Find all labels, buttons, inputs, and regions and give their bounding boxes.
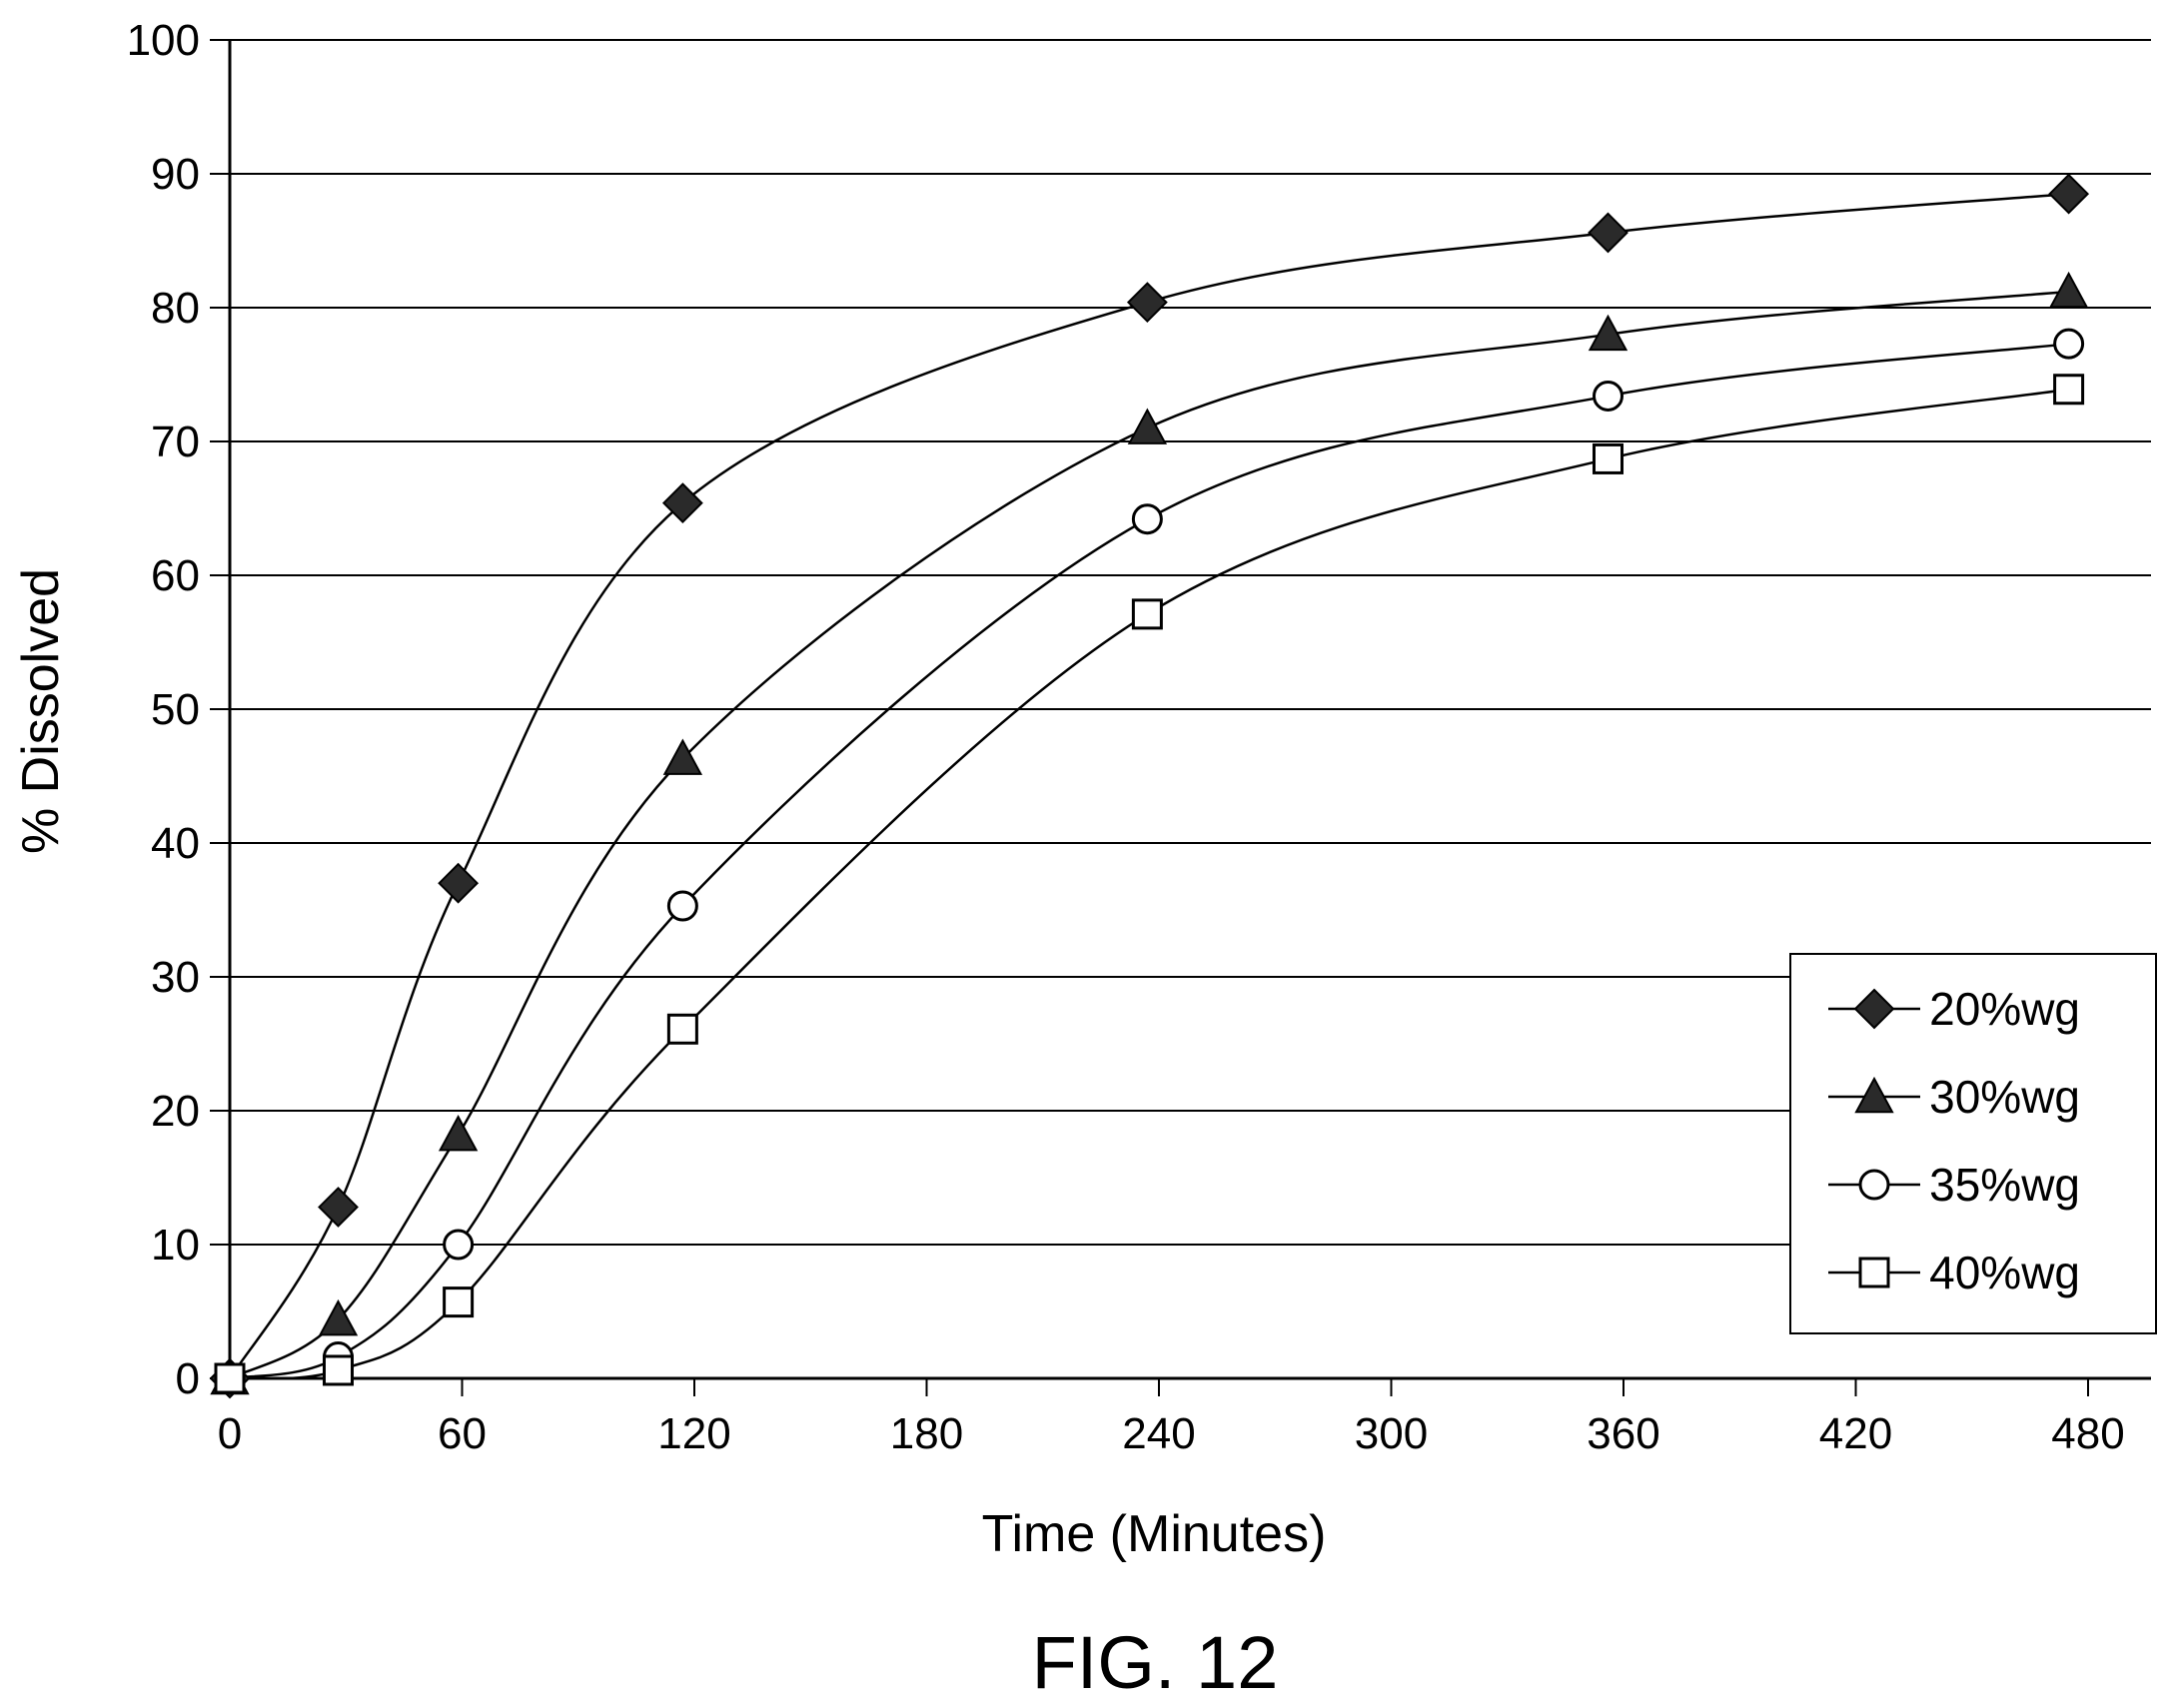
legend-marker bbox=[1854, 1076, 1894, 1114]
x-tick-label: 300 bbox=[1355, 1409, 1428, 1458]
legend-label: 20%wg bbox=[1929, 983, 2080, 1035]
x-tick-label: 0 bbox=[218, 1409, 242, 1458]
legend-marker bbox=[1858, 1257, 1890, 1288]
data-point-20%wg bbox=[1588, 212, 1628, 254]
figure-caption: FIG. 12 bbox=[1032, 1621, 1279, 1704]
data-point-30%wg bbox=[438, 1115, 479, 1152]
y-tick-label: 0 bbox=[176, 1354, 200, 1403]
data-point-35%wg bbox=[666, 890, 698, 922]
legend-label: 35%wg bbox=[1929, 1159, 2080, 1211]
x-tick-label: 60 bbox=[438, 1409, 487, 1458]
data-point-20%wg bbox=[661, 482, 703, 524]
series-line-35%wg bbox=[229, 342, 2069, 1380]
axes bbox=[210, 39, 2151, 1396]
y-tick-label: 70 bbox=[151, 418, 200, 466]
series-line-30%wg bbox=[229, 290, 2069, 1380]
y-tick-label: 60 bbox=[151, 551, 200, 600]
x-tick-label: 180 bbox=[890, 1409, 963, 1458]
legend-label: 40%wg bbox=[1929, 1247, 2080, 1298]
tick-labels: 0 10 20 30 40 50 60 70 80 90 100 0 60 120 180 240 300 360… bbox=[127, 16, 2125, 1458]
data-point-20%wg bbox=[1126, 282, 1168, 324]
legend-box bbox=[1789, 953, 2157, 1334]
data-point-35%wg bbox=[1131, 503, 1163, 535]
data-point-40%wg bbox=[1593, 442, 1623, 474]
x-tick-label: 240 bbox=[1122, 1409, 1195, 1458]
data-point-35%wg bbox=[2053, 328, 2085, 360]
data-point-40%wg bbox=[214, 1362, 246, 1394]
x-axis-title: Time (Minutes) bbox=[982, 1505, 1327, 1563]
y-tick-label: 100 bbox=[127, 16, 200, 65]
data-point-30%wg bbox=[318, 1298, 359, 1336]
legend: 20%wg 30%wg 35%wg 40%wg bbox=[1789, 953, 2157, 1334]
y-tick-label: 10 bbox=[151, 1221, 200, 1270]
data-point-30%wg bbox=[1588, 314, 1628, 352]
data-point-40%wg bbox=[1131, 598, 1163, 630]
series bbox=[209, 173, 2090, 1399]
x-tick-label: 480 bbox=[2051, 1409, 2124, 1458]
legend-marker bbox=[1853, 988, 1895, 1030]
y-axis-title: % Dissolved bbox=[12, 568, 70, 854]
x-tick-label: 360 bbox=[1587, 1409, 1659, 1458]
data-point-40%wg bbox=[443, 1286, 475, 1318]
data-point-20%wg bbox=[318, 1187, 359, 1228]
data-point-30%wg bbox=[662, 738, 703, 775]
legend-label: 30%wg bbox=[1929, 1071, 2080, 1123]
x-tick-label: 420 bbox=[1819, 1409, 1892, 1458]
data-point-40%wg bbox=[666, 1013, 698, 1045]
data-point-30%wg bbox=[2048, 271, 2089, 309]
data-point-40%wg bbox=[2053, 374, 2085, 406]
x-tick-label: 120 bbox=[657, 1409, 730, 1458]
y-tick-label: 20 bbox=[151, 1087, 200, 1136]
series-line-40%wg bbox=[229, 388, 2069, 1380]
grid-lines bbox=[230, 39, 2151, 1246]
data-point-20%wg bbox=[2048, 173, 2090, 215]
data-point-35%wg bbox=[1593, 380, 1623, 412]
y-tick-label: 80 bbox=[151, 284, 200, 333]
data-point-20%wg bbox=[438, 862, 480, 904]
y-tick-label: 30 bbox=[151, 953, 200, 1002]
data-point-35%wg bbox=[443, 1229, 475, 1261]
data-point-30%wg bbox=[1127, 408, 1168, 444]
legend-marker bbox=[1858, 1169, 1890, 1201]
y-tick-label: 50 bbox=[151, 685, 200, 734]
data-point-40%wg bbox=[323, 1354, 354, 1386]
y-tick-label: 90 bbox=[151, 150, 200, 199]
y-tick-label: 40 bbox=[151, 819, 200, 868]
